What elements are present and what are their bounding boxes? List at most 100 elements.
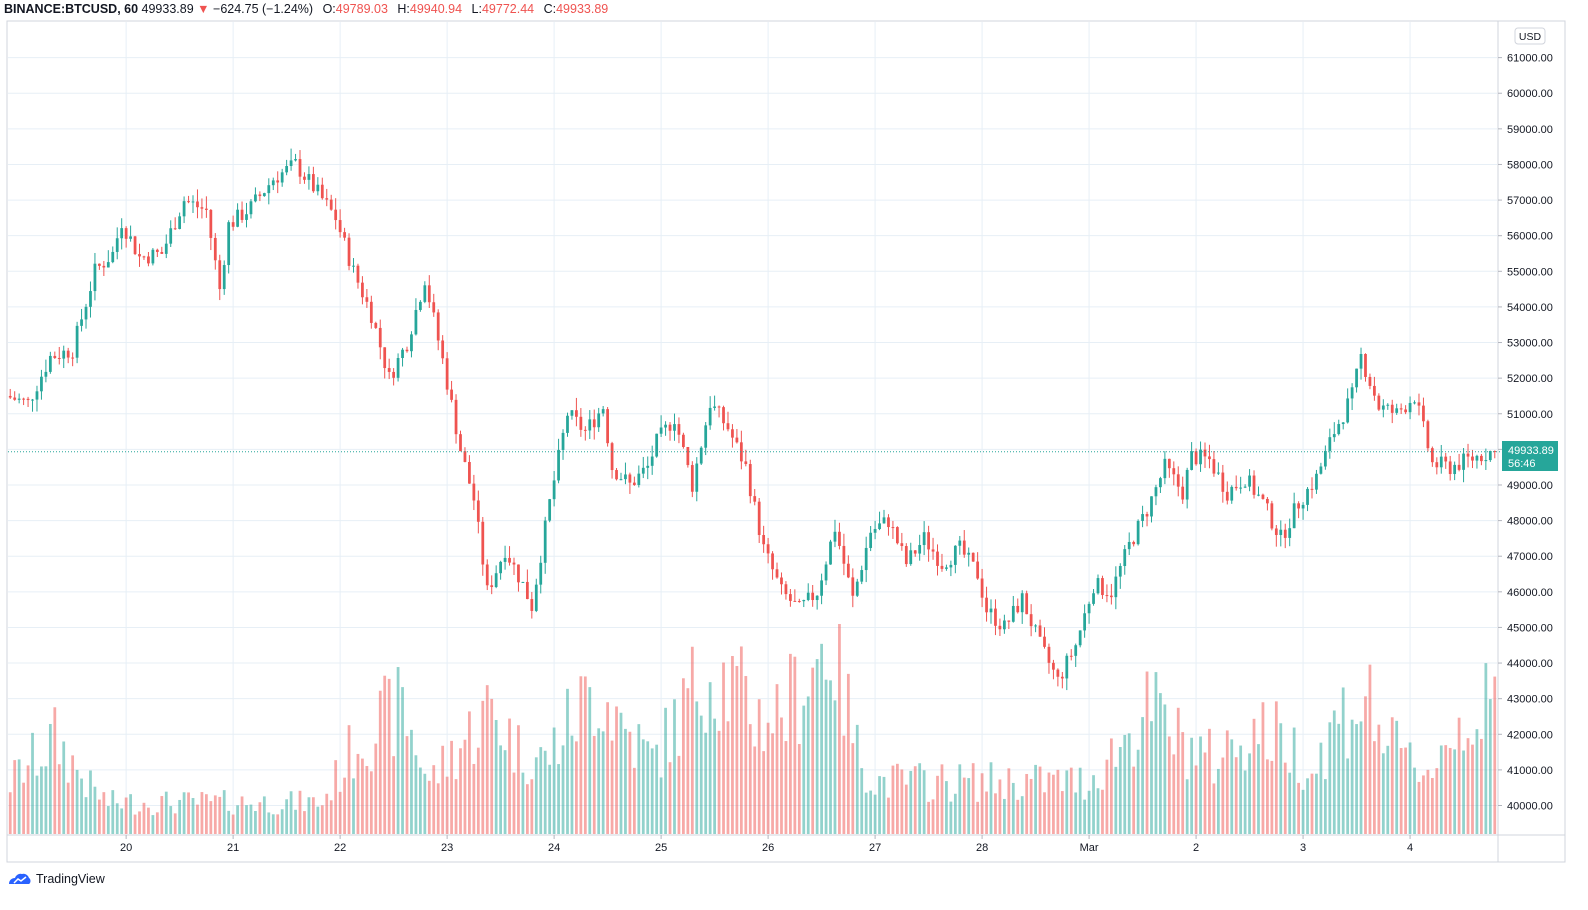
volume-bar: [245, 805, 248, 834]
volume-bar: [668, 762, 672, 834]
volume-bar: [191, 798, 195, 834]
time-tick-label: 22: [334, 842, 346, 854]
candle-body: [1248, 475, 1251, 487]
volume-bar: [1493, 676, 1497, 834]
candle-body: [650, 456, 654, 466]
currency-badge[interactable]: USD: [1514, 27, 1546, 45]
candle-body: [1132, 541, 1136, 545]
volume-bar: [1395, 720, 1399, 834]
candle-body: [1225, 491, 1229, 501]
candle-body: [543, 520, 547, 563]
volume-bar: [1190, 737, 1194, 834]
candle-body: [802, 599, 806, 602]
volume-bar: [71, 755, 75, 834]
volume-bar: [628, 731, 632, 834]
candle-body: [619, 479, 623, 481]
time-axis[interactable]: 20 21 22 23 24 25 26 27 28 Mar 2 3 4: [120, 835, 1413, 854]
candle-body: [552, 480, 556, 500]
candle-body: [271, 180, 275, 186]
price-tick-label: 58000.00: [1507, 159, 1553, 171]
candle-body: [369, 301, 373, 323]
volume-bar: [789, 653, 792, 834]
volume-bar: [13, 760, 17, 834]
volume-bar: [303, 811, 306, 834]
candle-body: [1172, 468, 1176, 475]
candle-body: [842, 545, 846, 564]
volume-bar: [1181, 732, 1185, 834]
volume-bar: [182, 792, 186, 834]
volume-bar: [1199, 736, 1202, 834]
volume-bar: [1453, 749, 1457, 834]
volume-bar: [1315, 773, 1318, 834]
candle-body: [699, 447, 703, 464]
volume-bar: [240, 796, 244, 834]
volume-bar: [44, 766, 48, 834]
volume-bar: [22, 782, 25, 834]
volume-bar: [1341, 687, 1345, 834]
volume-bar: [271, 814, 275, 834]
candle-body: [1101, 578, 1104, 596]
candle-body: [931, 549, 935, 552]
candle-body: [1243, 486, 1247, 488]
candle-body: [904, 546, 908, 565]
volume-bar: [503, 750, 507, 834]
candle-body: [1328, 437, 1332, 451]
candle-body: [508, 557, 511, 563]
price-tick-label: 40000.00: [1507, 801, 1553, 813]
time-tick-label: Mar: [1080, 842, 1099, 854]
candle-body: [686, 447, 690, 466]
volume-bar: [276, 814, 280, 834]
volume-bar: [1123, 734, 1127, 834]
candle-body: [1288, 528, 1292, 538]
volume-bar: [481, 700, 485, 834]
candle-body: [115, 238, 119, 252]
candle-body: [365, 297, 369, 302]
price-tick-label: 52000.00: [1507, 373, 1553, 385]
candle-body: [13, 397, 17, 400]
volume-bar: [164, 791, 168, 834]
brand[interactable]: TradingView: [8, 872, 105, 886]
candle-body: [325, 198, 329, 200]
volume-bar: [48, 723, 52, 834]
candle-body: [307, 174, 311, 180]
volume-bar: [285, 799, 289, 834]
volume-bar: [494, 720, 498, 834]
volume-bar: [98, 799, 101, 834]
volume-bar: [1399, 748, 1403, 834]
candle-body: [887, 517, 890, 528]
chart-frame: [6, 20, 1566, 863]
price-axis[interactable]: 40000.00 41000.00 42000.00 43000.00 44000.00…: [1498, 53, 1553, 813]
candle-body: [521, 581, 525, 583]
candle-body: [1439, 456, 1443, 468]
candle-body: [209, 209, 213, 238]
candle-body: [967, 552, 971, 555]
symbol-name[interactable]: BINANCE:BTCUSD, 60: [4, 2, 139, 16]
candle-body: [655, 433, 659, 457]
candle-body: [213, 237, 217, 261]
candle-body: [205, 208, 208, 210]
volume-bar: [664, 707, 667, 834]
volume-bar: [873, 794, 877, 834]
candle-body: [17, 398, 21, 400]
candle-body: [1007, 620, 1011, 622]
volume-bar: [227, 810, 231, 834]
price-tick-label: 54000.00: [1507, 302, 1553, 314]
volume-bar: [726, 721, 730, 834]
time-tick-label: 23: [441, 842, 453, 854]
candle-body: [561, 432, 565, 450]
candle-body: [40, 376, 43, 392]
volume-bar: [1159, 693, 1162, 834]
volume-bar: [378, 690, 382, 834]
candle-body: [93, 263, 97, 292]
volume-bar: [1243, 770, 1247, 834]
close-value: 49933.89: [556, 2, 609, 16]
volume-bar: [1025, 773, 1029, 834]
candle-body: [864, 547, 868, 571]
volume-bar: [793, 656, 797, 834]
candle-body: [383, 347, 387, 369]
candle-body: [789, 594, 792, 601]
time-tick-label: 26: [762, 842, 774, 854]
candle-body: [682, 434, 685, 448]
volume-bar: [753, 746, 757, 834]
